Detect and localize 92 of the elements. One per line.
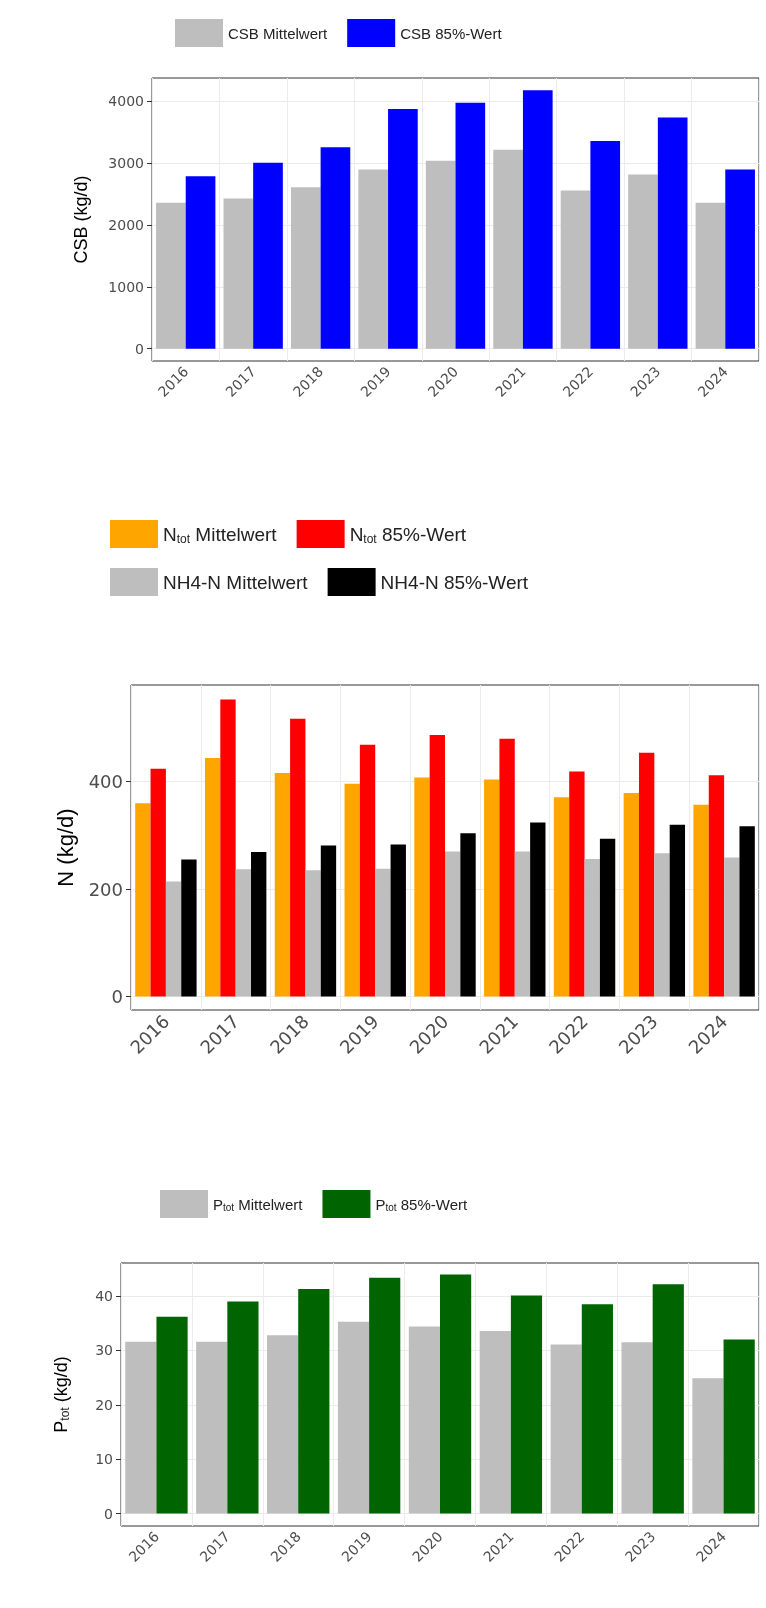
bar: [440, 1274, 472, 1514]
bar: [581, 1304, 613, 1514]
bar: [165, 881, 182, 997]
y-tick-label: 1000: [108, 278, 144, 295]
bar: [693, 804, 709, 997]
bar: [510, 1295, 543, 1514]
bar: [227, 1301, 259, 1514]
bar: [514, 851, 531, 997]
bar: [628, 174, 658, 349]
bar: [388, 108, 418, 349]
bar: [638, 752, 655, 997]
y-tick-label: 2000: [108, 217, 144, 234]
bar: [390, 844, 406, 997]
bar: [425, 160, 456, 349]
bar: [621, 1342, 653, 1514]
y-tick-label: 30: [95, 1342, 113, 1359]
bar: [414, 777, 430, 997]
bar: [654, 853, 670, 997]
bar: [181, 859, 197, 997]
bar: [584, 859, 600, 997]
bar: [156, 202, 186, 349]
y-tick-label: 10: [95, 1451, 113, 1468]
bar: [125, 1341, 157, 1514]
y-tick-label: 200: [88, 878, 123, 900]
y-tick-label: 400: [88, 771, 123, 793]
bar: [530, 822, 546, 997]
legend-label: CSB 85%-Wert: [400, 24, 503, 42]
bar: [358, 169, 389, 349]
legend-label: CSB Mittelwert: [228, 24, 329, 42]
bar: [320, 845, 337, 997]
bar: [445, 851, 461, 997]
bar: [623, 792, 639, 997]
bar: [550, 1344, 582, 1514]
bar: [156, 1316, 188, 1514]
bar: [359, 744, 376, 997]
bar: [253, 162, 283, 349]
bar: [455, 102, 486, 349]
bar: [290, 187, 321, 349]
bar: [569, 771, 585, 997]
bar: [460, 833, 476, 997]
y-axis-title: Ptot (kg/d): [51, 1356, 72, 1433]
y-tick-label: 20: [95, 1396, 113, 1413]
bar: [369, 1277, 401, 1514]
bar: [599, 838, 616, 997]
bar: [484, 779, 500, 997]
bar: [493, 149, 523, 349]
y-tick-label: 40: [95, 1288, 113, 1305]
bar: [196, 1341, 228, 1514]
bar: [669, 824, 686, 997]
y-tick-label: 0: [111, 986, 123, 1008]
bar: [499, 738, 515, 997]
bar: [724, 857, 740, 997]
legend-label: NH4-N Mittelwert: [163, 571, 309, 593]
bar: [251, 852, 267, 997]
bar: [725, 169, 755, 349]
y-axis-title: CSB (kg/d): [71, 175, 91, 264]
y-tick-label: 4000: [108, 93, 144, 110]
bar: [298, 1289, 330, 1514]
bar: [337, 1321, 370, 1514]
bar: [204, 758, 221, 997]
bar: [305, 870, 321, 997]
bar: [652, 1284, 684, 1514]
y-axis-title: N (kg/d): [52, 808, 78, 887]
bar: [408, 1326, 440, 1514]
bar: [235, 869, 252, 997]
bar: [590, 141, 621, 349]
y-tick-label: 3000: [108, 155, 144, 172]
bar: [429, 734, 445, 997]
bar: [479, 1330, 511, 1514]
bar: [185, 176, 216, 349]
bar: [657, 117, 688, 349]
bar: [739, 826, 755, 997]
bar: [344, 783, 360, 997]
bar: [150, 768, 166, 997]
bar: [560, 190, 591, 349]
bar: [135, 803, 151, 997]
y-tick-label: 0: [104, 1505, 113, 1522]
bar: [723, 1339, 755, 1514]
bar: [320, 147, 351, 349]
bar: [522, 90, 553, 349]
bar: [708, 775, 725, 997]
legend-label: NH4-N 85%-Wert: [380, 571, 529, 593]
y-tick-label: 0: [135, 340, 144, 357]
bar: [553, 797, 570, 997]
bar: [290, 718, 306, 997]
bar: [274, 773, 291, 997]
bar: [267, 1335, 299, 1514]
bar: [695, 202, 726, 349]
bar: [375, 868, 391, 997]
bar: [692, 1378, 724, 1514]
bar: [223, 198, 254, 349]
bar: [220, 699, 236, 997]
